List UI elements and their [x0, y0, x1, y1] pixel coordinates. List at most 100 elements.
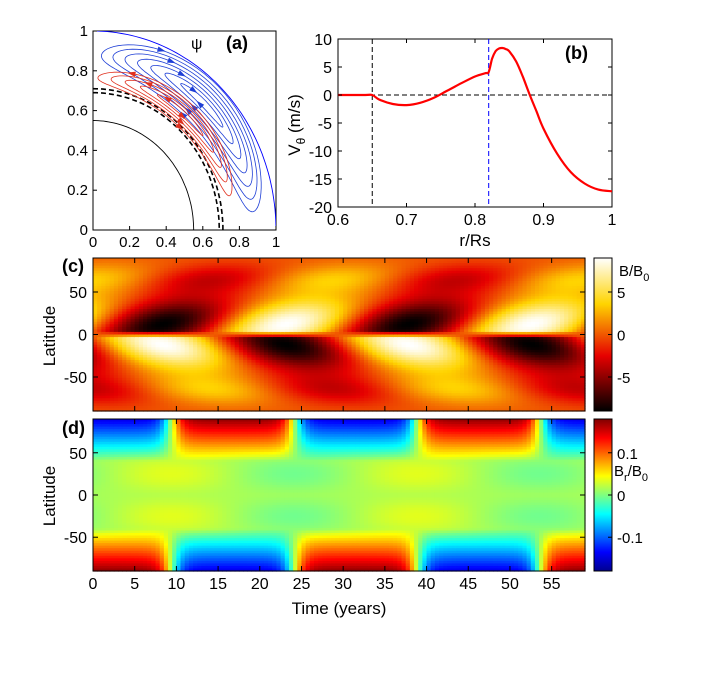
c-cell — [93, 352, 98, 356]
c-cell — [172, 296, 177, 300]
c-cell — [126, 258, 132, 262]
c-cell — [159, 370, 165, 374]
c-cell — [143, 275, 148, 279]
c-cell — [176, 329, 182, 333]
c-cell — [138, 398, 144, 402]
c-cell — [147, 309, 152, 313]
c-cell — [134, 326, 140, 330]
c-cell — [134, 275, 140, 279]
c-cell — [176, 278, 182, 282]
c-cell — [101, 273, 107, 277]
c-cell — [113, 357, 119, 361]
c-cell — [159, 270, 165, 274]
c-cell — [163, 258, 169, 262]
c-cell — [134, 372, 140, 376]
c-cell — [113, 377, 119, 381]
c-cell — [130, 280, 136, 285]
c-cell — [155, 334, 161, 338]
c-cell — [113, 334, 119, 338]
b-ytick-label-4: -10 — [309, 144, 332, 161]
c-cell — [101, 265, 107, 269]
c-cell — [163, 377, 169, 381]
b-ytick-label-3: -5 — [318, 116, 332, 133]
c-cell — [168, 375, 173, 379]
c-cell — [147, 286, 152, 290]
c-cell — [159, 311, 165, 315]
c-cell — [93, 349, 98, 353]
c-cell — [159, 372, 165, 376]
c-cell — [122, 280, 127, 285]
c-cell — [93, 280, 98, 285]
c-cell — [97, 349, 102, 353]
c-cell — [113, 367, 119, 371]
c-cell — [180, 298, 186, 302]
c-cell — [97, 293, 102, 297]
c-cell — [126, 362, 132, 366]
c-cell — [113, 268, 119, 272]
c-cell — [122, 382, 127, 387]
c-cell — [126, 293, 132, 297]
c-cell — [101, 354, 107, 359]
c-cell — [118, 278, 123, 282]
c-cell — [159, 258, 165, 262]
c-cell — [176, 280, 182, 285]
c-cell — [122, 314, 127, 318]
c-cell — [101, 301, 107, 305]
c-cell — [122, 273, 127, 277]
a-ytick-label-0: 0 — [80, 222, 88, 239]
c-cell — [147, 362, 152, 366]
c-cell — [163, 398, 169, 402]
c-cell — [113, 393, 119, 397]
c-cell — [180, 360, 186, 364]
c-cell — [176, 398, 182, 402]
c-cell — [172, 390, 177, 394]
c-cell — [101, 326, 107, 330]
c-cell — [159, 380, 165, 384]
c-cell — [109, 301, 115, 305]
c-cell — [176, 393, 182, 397]
c-cell — [151, 286, 157, 290]
c-cell — [101, 403, 107, 407]
c-cell — [168, 319, 173, 323]
a-ytick-label-3: 0.6 — [67, 103, 88, 120]
c-cell — [130, 357, 136, 361]
c-cell — [93, 385, 98, 389]
c-cell — [101, 360, 107, 364]
c-cell — [143, 258, 148, 262]
c-cell — [168, 309, 173, 313]
c-cell — [130, 283, 136, 287]
c-cell — [97, 260, 102, 264]
c-cell — [97, 309, 102, 313]
c-cell — [155, 367, 161, 371]
panel-b-xlabel: r/Rs — [459, 231, 490, 250]
c-cell — [151, 309, 157, 313]
c-cell — [93, 326, 98, 330]
c-cell — [163, 314, 169, 318]
c-cell — [176, 326, 182, 330]
c-cell — [93, 334, 98, 338]
c-cell — [163, 324, 169, 328]
c-cell — [176, 344, 182, 348]
c-cell — [134, 286, 140, 290]
c-cell — [159, 398, 165, 402]
c-cell — [176, 354, 182, 359]
c-cell — [130, 349, 136, 353]
c-cell — [126, 326, 132, 330]
c-cell — [105, 306, 111, 310]
c-cell — [151, 398, 157, 402]
c-cell — [126, 347, 132, 351]
c-cell — [163, 329, 169, 333]
a-ytick-label-2: 0.4 — [67, 142, 88, 159]
c-cell — [101, 339, 107, 343]
c-cell — [130, 370, 136, 374]
c-cell — [105, 370, 111, 374]
c-cell — [159, 388, 165, 392]
c-cell — [163, 344, 169, 348]
c-cell — [93, 260, 98, 264]
streamline-1-3 — [124, 79, 222, 168]
c-cell — [159, 283, 165, 287]
c-cell — [97, 319, 102, 323]
c-cell — [93, 390, 98, 394]
c-cell — [143, 306, 148, 310]
c-cell — [109, 395, 115, 399]
